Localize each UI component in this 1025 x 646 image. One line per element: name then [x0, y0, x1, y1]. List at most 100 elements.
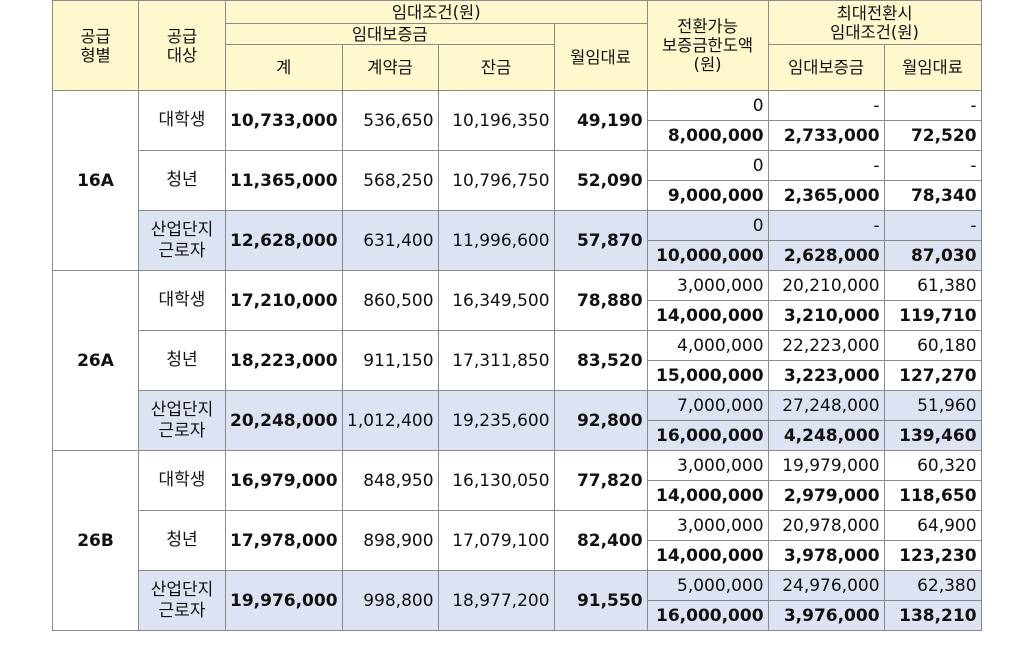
max-deposit-min-cell: - — [767, 150, 885, 181]
convertible-min-cell: 0 — [646, 210, 769, 241]
table-row: 청년 18,223,000 911,150 17,311,850 83,520 4,000… — [53, 330, 982, 391]
max-monthly-min-cell: - — [883, 150, 982, 181]
table-row: 14,000,000 3,210,000 119,710 — [53, 300, 982, 331]
max-deposit-max-cell: 3,976,000 — [767, 600, 885, 631]
convertible-max-cell: 14,000,000 — [646, 480, 769, 511]
table-row: 15,000,000 3,223,000 127,270 — [53, 360, 982, 391]
convertible-max-cell: 14,000,000 — [646, 300, 769, 331]
deposit-total-cell: 19,976,000 — [225, 570, 343, 631]
convertible-max-cell: 15,000,000 — [646, 360, 769, 391]
max-monthly-min-cell: 60,320 — [883, 450, 982, 481]
balance-cell: 11,996,600 — [437, 210, 555, 271]
max-deposit-min-cell: 24,976,000 — [767, 570, 885, 601]
monthly-rent-cell: 92,800 — [553, 390, 648, 451]
contract-fee-cell: 536,650 — [341, 90, 439, 151]
deposit-total-cell: 17,978,000 — [225, 510, 343, 571]
table-row: 26A 대학생 17,210,000 860,500 16,349,500 78,880 3… — [52, 270, 982, 451]
header-deposit: 임대보증금 — [225, 23, 555, 45]
convertible-max-cell: 16,000,000 — [646, 420, 769, 451]
header-convertible-limit: 전환가능 보증금한도액 (원) — [646, 0, 769, 91]
convertible-max-cell: 8,000,000 — [646, 120, 769, 151]
header-contract: 계약금 — [341, 44, 439, 91]
table-row: 청년 17,978,000 898,900 17,079,100 82,400 3,000… — [53, 510, 982, 571]
convertible-min-cell: 3,000,000 — [646, 510, 769, 541]
monthly-rent-cell: 49,190 — [553, 90, 648, 151]
monthly-rent-cell: 78,880 — [553, 270, 648, 331]
convertible-max-cell: 10,000,000 — [646, 240, 769, 271]
contract-fee-cell: 848,950 — [341, 450, 439, 511]
max-monthly-max-cell: 139,460 — [883, 420, 982, 451]
max-monthly-max-cell: 118,650 — [883, 480, 982, 511]
max-monthly-min-cell: - — [883, 210, 982, 241]
deposit-total-cell: 16,979,000 — [225, 450, 343, 511]
supply-type-cell: 26A — [52, 270, 139, 451]
contract-fee-cell: 631,400 — [341, 210, 439, 271]
max-deposit-max-cell: 2,365,000 — [767, 180, 885, 211]
table-row: 산업단지 근로자 20,248,000 1,012,400 19,235,600 92,… — [53, 390, 982, 451]
max-deposit-min-cell: - — [767, 90, 885, 121]
header-type: 공급 형별 — [52, 0, 139, 91]
max-deposit-max-cell: 4,248,000 — [767, 420, 885, 451]
rent-conditions-table: 공급 형별 공급 대상 임대조건(원) 전환가능 보증금한도액 (원) 최대전환… — [52, 0, 982, 631]
convertible-max-cell: 9,000,000 — [646, 180, 769, 211]
table-row: 청년 11,365,000 568,250 10,796,750 52,090 0- - — [53, 150, 982, 211]
balance-cell: 17,079,100 — [437, 510, 555, 571]
supply-type-cell: 16A — [52, 90, 139, 271]
balance-cell: 16,349,500 — [437, 270, 555, 331]
contract-fee-cell: 860,500 — [341, 270, 439, 331]
supply-target-cell: 산업단지 근로자 — [138, 210, 226, 271]
balance-cell: 10,196,350 — [437, 90, 555, 151]
supply-target-cell: 청년 — [138, 330, 226, 391]
max-monthly-max-cell: 87,030 — [883, 240, 982, 271]
balance-cell: 19,235,600 — [437, 390, 555, 451]
table-row: 산업단지 근로자 12,628,000 631,400 11,996,600 57,87… — [53, 210, 982, 271]
deposit-total-cell: 18,223,000 — [225, 330, 343, 391]
table-row: 16A 대학생 10,733,000 536,650 10,196,350 49,190 0… — [52, 90, 982, 271]
header-total: 계 — [225, 44, 343, 91]
header-monthly-rent: 월임대료 — [553, 23, 648, 91]
convertible-min-cell: 5,000,000 — [646, 570, 769, 601]
max-deposit-max-cell: 3,210,000 — [767, 300, 885, 331]
monthly-rent-cell: 82,400 — [553, 510, 648, 571]
header-max-conversion: 최대전환시 임대조건(원) — [767, 0, 982, 45]
max-monthly-max-cell: 119,710 — [883, 300, 982, 331]
table-row: 16,000,000 4,248,000 139,460 — [53, 420, 982, 451]
max-monthly-min-cell: 62,380 — [883, 570, 982, 601]
contract-fee-cell: 568,250 — [341, 150, 439, 211]
monthly-rent-cell: 52,090 — [553, 150, 648, 211]
monthly-rent-cell: 83,520 — [553, 330, 648, 391]
convertible-min-cell: 0 — [646, 150, 769, 181]
max-monthly-max-cell: 78,340 — [883, 180, 982, 211]
max-deposit-max-cell: 2,733,000 — [767, 120, 885, 151]
max-deposit-min-cell: 19,979,000 — [767, 450, 885, 481]
convertible-min-cell: 0 — [646, 90, 769, 121]
max-monthly-min-cell: - — [883, 90, 982, 121]
max-deposit-max-cell: 3,223,000 — [767, 360, 885, 391]
max-deposit-min-cell: 22,223,000 — [767, 330, 885, 361]
supply-target-cell: 청년 — [138, 150, 226, 211]
balance-cell: 18,977,200 — [437, 570, 555, 631]
monthly-rent-cell: 57,870 — [553, 210, 648, 271]
max-deposit-min-cell: 20,978,000 — [767, 510, 885, 541]
balance-cell: 17,311,850 — [437, 330, 555, 391]
contract-fee-cell: 911,150 — [341, 330, 439, 391]
header-max-deposit: 임대보증금 — [767, 44, 885, 91]
convertible-min-cell: 3,000,000 — [646, 270, 769, 301]
max-monthly-min-cell: 60,180 — [883, 330, 982, 361]
convertible-min-cell: 7,000,000 — [646, 390, 769, 421]
contract-fee-cell: 1,012,400 — [341, 390, 439, 451]
max-monthly-max-cell: 138,210 — [883, 600, 982, 631]
header-target: 공급 대상 — [138, 0, 226, 91]
supply-target-cell: 산업단지 근로자 — [138, 390, 226, 451]
table-row: 26B 대학생 16,979,000 848,950 16,130,050 77,820 3… — [52, 450, 982, 631]
max-deposit-min-cell: 20,210,000 — [767, 270, 885, 301]
contract-fee-cell: 998,800 — [341, 570, 439, 631]
monthly-rent-cell: 91,550 — [553, 570, 648, 631]
table-row: 8,000,000 2,733,000 72,520 — [53, 120, 982, 151]
max-deposit-max-cell: 2,628,000 — [767, 240, 885, 271]
supply-target-cell: 대학생 — [138, 90, 226, 151]
deposit-total-cell: 12,628,000 — [225, 210, 343, 271]
deposit-total-cell: 10,733,000 — [225, 90, 343, 151]
convertible-min-cell: 4,000,000 — [646, 330, 769, 361]
